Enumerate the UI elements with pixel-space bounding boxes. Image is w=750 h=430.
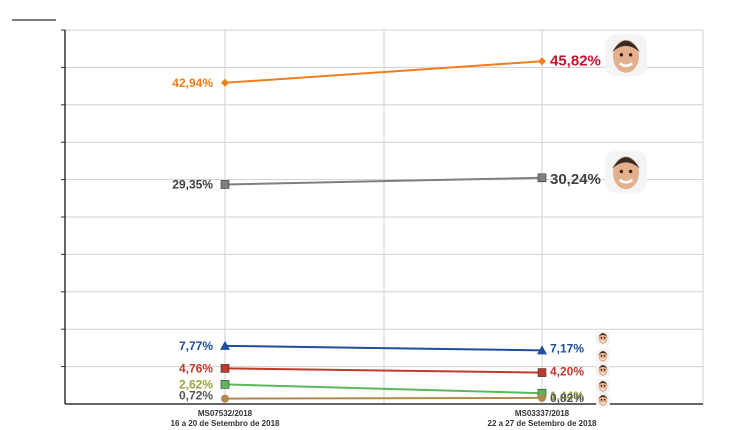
marker-tan-end — [538, 393, 546, 402]
marker-blue-start — [220, 340, 230, 350]
portrait-eye — [619, 53, 624, 57]
series-line-tan — [224, 396, 543, 400]
data-label-red-start: 4,76% — [179, 361, 213, 375]
portrait-smile — [600, 388, 606, 390]
x-tick-label-1-code: MS07532/2018 — [198, 409, 253, 418]
portrait-eye — [600, 399, 603, 401]
portrait-smile — [600, 372, 606, 374]
data-label-red-end: 4,20% — [550, 365, 584, 379]
data-label-gray-end: 30,24% — [550, 171, 601, 188]
data-label-tan-end: 0,82% — [550, 391, 584, 405]
portrait-smile — [600, 340, 606, 342]
photos — [596, 34, 647, 407]
portrait-hair — [598, 351, 608, 355]
candidate-photo-blue person-portrait-icon — [596, 331, 610, 345]
data-label-green-start: 2,62% — [179, 377, 213, 391]
data-labels: 42,94% 45,82% 29,35% 30,24% 7,77% 7,17% 4,76% 4… — [172, 52, 601, 405]
portrait-hair — [598, 333, 608, 337]
grid — [65, 29, 704, 404]
data-label-tan-start: 0,72% — [179, 389, 213, 403]
data-label-orange-end: 45,82% — [550, 52, 601, 69]
series-line-red — [224, 367, 543, 374]
data-label-gray-start: 29,35% — [172, 177, 213, 191]
candidate-photo-red person-portrait-icon — [596, 349, 610, 363]
candidate-photo-gray person-portrait-icon — [605, 150, 647, 193]
data-label-blue-end: 7,17% — [550, 341, 584, 355]
data-label-orange-start: 42,94% — [172, 76, 213, 90]
portrait-eye — [600, 337, 603, 339]
data-label-blue-start: 7,77% — [179, 339, 213, 353]
marker-orange-start — [221, 78, 229, 87]
marker-blue-end — [537, 345, 547, 355]
candidate-photo-tan person-portrait-icon — [596, 379, 610, 393]
marker-red-start — [220, 364, 230, 373]
portrait-smile — [618, 178, 634, 184]
marker-red-end — [537, 368, 547, 377]
portrait-eye — [619, 169, 624, 174]
series-line-green — [224, 383, 543, 395]
portrait-hair — [598, 395, 608, 399]
marker-orange-end — [538, 57, 546, 66]
axes — [12, 19, 703, 405]
portrait-smile — [600, 358, 606, 360]
x-tick-label-2-dates: 22 a 27 de Setembro de 2018 — [488, 419, 598, 428]
portrait-eye — [600, 385, 603, 387]
series-line-blue — [224, 344, 543, 352]
portrait-eye — [600, 355, 603, 357]
portrait-eye — [603, 399, 606, 401]
data-label-green-end: 1,44% — [550, 389, 584, 403]
portrait-hair — [598, 381, 608, 385]
marker-gray-end — [537, 173, 547, 183]
portrait-eye — [603, 369, 606, 371]
portrait-hair — [598, 365, 608, 369]
marker-gray-start — [220, 180, 230, 189]
portrait-hair — [612, 157, 640, 169]
series — [220, 57, 547, 403]
x-tick-label-1-dates: 16 a 20 de Setembro de 2018 — [171, 419, 281, 428]
portrait-eye — [628, 53, 633, 57]
portrait-hair — [612, 40, 640, 53]
series-line-gray — [224, 176, 543, 186]
candidate-photo-orange person-portrait-icon — [605, 34, 647, 77]
x-tick-label-2-code: MS03337/2018 — [515, 409, 570, 418]
series-line-orange — [224, 60, 543, 84]
portrait-smile — [600, 402, 606, 404]
candidate-photo-green person-portrait-icon — [596, 363, 610, 377]
portrait-smile — [618, 62, 634, 68]
portrait-eye — [600, 369, 603, 371]
marker-green-start — [220, 380, 230, 389]
portrait-eye — [603, 337, 606, 339]
portrait-eye — [603, 355, 606, 357]
marker-tan-start — [221, 394, 229, 403]
portrait-eye — [628, 169, 633, 174]
portrait-eye — [603, 385, 606, 387]
candidate-photo-extra person-portrait-icon — [596, 393, 610, 407]
